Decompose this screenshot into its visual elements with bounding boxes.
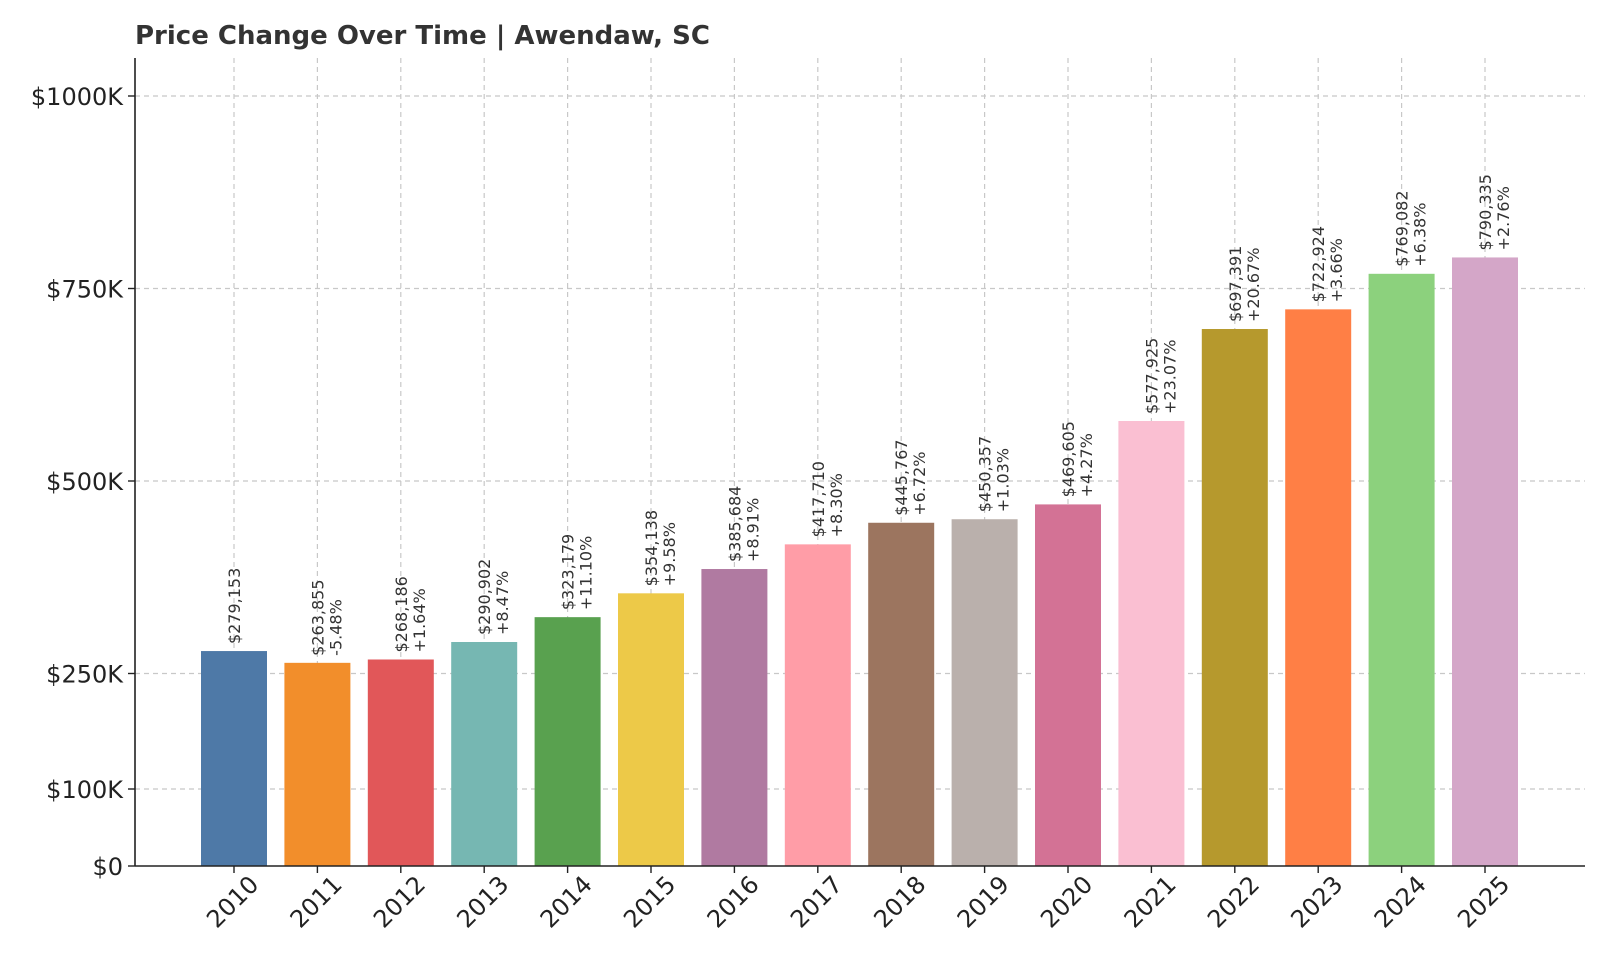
change-label: +20.67% [1244, 248, 1263, 322]
x-tick-label: 2025 [1452, 870, 1515, 933]
x-tick-label: 2014 [535, 870, 598, 933]
change-label: +9.58% [660, 522, 679, 586]
bar-label-2022: $697,391 +20.67% [1226, 246, 1263, 322]
bar-label-2020: $469,605 +4.27% [1059, 421, 1096, 497]
bar-2022 [1201, 329, 1268, 867]
bar-label-2019: $450,357 +1.03% [976, 436, 1013, 512]
value-label: $577,925 [1142, 338, 1161, 414]
bar-label-2021: $577,925 +23.07% [1142, 338, 1179, 414]
bar-2016 [701, 569, 768, 866]
bar-label-2017: $417,710 +8.30% [809, 461, 846, 537]
change-label: -5.48% [326, 599, 345, 656]
bar-2011 [284, 662, 351, 866]
y-tick-label: $500K [46, 468, 124, 496]
value-label: $354,138 [642, 510, 661, 586]
x-tick-label: 2021 [1119, 870, 1182, 933]
y-tick-label: $0 [92, 853, 123, 881]
bar-label-2012: $268,186 +1.64% [392, 576, 429, 652]
bar-2013 [451, 642, 518, 866]
bar-label-2010: $279,153 [225, 568, 244, 644]
value-label: $469,605 [1059, 421, 1078, 497]
x-tick-label: 2017 [785, 870, 848, 933]
value-label: $263,855 [308, 579, 327, 655]
y-tick-label: $1000K [31, 83, 124, 111]
value-label: $323,179 [559, 534, 578, 610]
bar-label-2011: $263,855 -5.48% [308, 579, 345, 655]
value-labels: $279,153 $263,855 -5.48% $268,186 +1.64% $290… [225, 174, 1513, 656]
x-tick-label: 2024 [1369, 870, 1432, 933]
x-tick-label: 2019 [952, 870, 1015, 933]
value-label: $790,335 [1476, 174, 1495, 250]
x-tick-label: 2015 [618, 870, 681, 933]
bar-label-2015: $354,138 +9.58% [642, 510, 679, 586]
change-label: +6.38% [1411, 203, 1430, 267]
x-tick-labels: 2010 2011 2012 2013 2014 2015 2016 2017 2018 2019… [201, 866, 1515, 933]
bar-2021 [1118, 420, 1185, 866]
bar-2017 [784, 544, 851, 866]
bar-label-2013: $290,902 +8.47% [475, 559, 512, 635]
y-tick-labels: $0 $100K $250K $500K $750K $1000K [31, 83, 124, 881]
axes [134, 58, 1585, 867]
y-tick-label: $100K [46, 776, 124, 804]
bar-label-2018: $445,767 +6.72% [892, 439, 929, 515]
bars [201, 257, 1518, 867]
bar-label-2023: $722,924 +3.66% [1309, 226, 1346, 302]
bar-label-2024: $769,082 +6.38% [1393, 190, 1430, 266]
bar-label-2016: $385,684 +8.91% [725, 486, 762, 562]
y-tick-label: $750K [46, 276, 124, 304]
value-label: $445,767 [892, 439, 911, 515]
change-label: +11.10% [577, 536, 596, 610]
x-tick-label: 2023 [1285, 870, 1348, 933]
value-label: $279,153 [225, 568, 244, 644]
x-tick-label: 2020 [1035, 870, 1098, 933]
change-label: +6.72% [910, 452, 929, 516]
bar-2010 [201, 651, 267, 866]
change-label: +1.03% [994, 448, 1013, 512]
bar-2015 [618, 593, 684, 866]
bar-2019 [951, 519, 1018, 866]
value-label: $450,357 [976, 436, 995, 512]
value-label: $290,902 [475, 559, 494, 635]
value-label: $385,684 [725, 486, 744, 562]
change-label: +2.76% [1494, 186, 1513, 250]
x-tick-label: 2018 [868, 870, 931, 933]
x-tick-label: 2013 [451, 870, 514, 933]
bar-2018 [868, 522, 935, 866]
change-label: +1.64% [410, 588, 429, 652]
bar-2024 [1368, 273, 1435, 866]
bar-2020 [1035, 504, 1101, 866]
y-tick-label: $250K [46, 661, 124, 689]
value-label: $722,924 [1309, 226, 1328, 302]
change-label: +8.47% [493, 571, 512, 635]
chart-title: Price Change Over Time | Awendaw, SC [135, 21, 710, 51]
bar-label-2025: $790,335 +2.76% [1476, 174, 1513, 250]
change-label: +3.66% [1327, 238, 1346, 302]
change-label: +23.07% [1160, 340, 1179, 414]
x-tick-label: 2011 [285, 870, 348, 933]
x-tick-label: 2010 [201, 870, 264, 933]
value-label: $697,391 [1226, 246, 1245, 322]
value-label: $268,186 [392, 576, 411, 652]
bar-2023 [1285, 309, 1352, 866]
change-label: +4.27% [1077, 433, 1096, 497]
x-tick-label: 2022 [1202, 870, 1265, 933]
change-label: +8.30% [827, 473, 846, 537]
value-label: $769,082 [1393, 190, 1412, 266]
bar-label-2014: $323,179 +11.10% [559, 534, 596, 610]
change-label: +8.91% [743, 498, 762, 562]
x-tick-label: 2016 [702, 870, 765, 933]
bar-2014 [534, 617, 601, 866]
value-label: $417,710 [809, 461, 828, 537]
bar-2025 [1452, 257, 1518, 867]
bar-2012 [367, 659, 434, 866]
x-tick-label: 2012 [368, 870, 431, 933]
